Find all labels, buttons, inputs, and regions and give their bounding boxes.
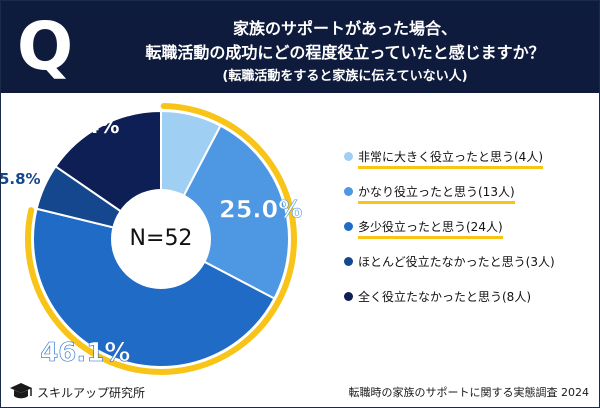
pie-chart: N=52 7.7%25.0%46.1%5.8%15.4%	[1, 103, 303, 375]
value-labels: 7.7%25.0%46.1%5.8%15.4%	[1, 114, 303, 368]
question-badge: Q	[16, 8, 74, 85]
highlight-arc	[25, 103, 297, 375]
question-subtitle: (転職活動をすると家族に伝えていない人)	[222, 69, 468, 84]
legend-dot	[344, 222, 353, 231]
legend-dot	[344, 292, 353, 301]
question-line-2: 転職活動の成功にどの程度役立っていたと感じますか？	[145, 43, 545, 62]
slice-value-label: 15.4%	[50, 114, 119, 138]
legend-label: 非常に大きく役立ったと思う(4人)	[358, 148, 543, 169]
slice-value-label: 5.8%	[1, 170, 41, 188]
legend-item: 全く役立たなかったと思う(8人)	[344, 288, 584, 308]
legend-item: ほとんど役立たなかったと思う(3人)	[344, 253, 584, 273]
legend-item: かなり役立ったと思う(13人)	[344, 183, 584, 204]
slice-value-label: 46.1%	[40, 338, 130, 368]
graduation-cap-icon	[10, 383, 32, 399]
legend-dot	[344, 152, 353, 161]
center-hole	[111, 189, 211, 289]
legend-label: 全く役立たなかったと思う(8人)	[358, 290, 531, 304]
legend-label: かなり役立ったと思う(13人)	[358, 183, 515, 204]
legend-item: 非常に大きく役立ったと思う(4人)	[344, 148, 584, 169]
question-line-1: 家族のサポートがあった場合、	[232, 19, 457, 38]
legend-label: ほとんど役立たなかったと思う(3人)	[358, 255, 555, 269]
legend-dot	[344, 187, 353, 196]
survey-title: 転職時の家族のサポートに関する実態調査 2024	[348, 386, 590, 399]
brand-name: スキルアップ研究所	[37, 386, 146, 400]
legend-label: 多少役立ったと思う(24人)	[358, 218, 503, 239]
slice-value-label: 25.0%	[219, 195, 302, 223]
center-label: N=52	[130, 226, 193, 251]
legend-item: 多少役立ったと思う(24人)	[344, 218, 584, 239]
legend-dot	[344, 257, 353, 266]
question-header: Q 家族のサポートがあった場合、 転職活動の成功にどの程度役立っていたと感じます…	[1, 1, 599, 93]
